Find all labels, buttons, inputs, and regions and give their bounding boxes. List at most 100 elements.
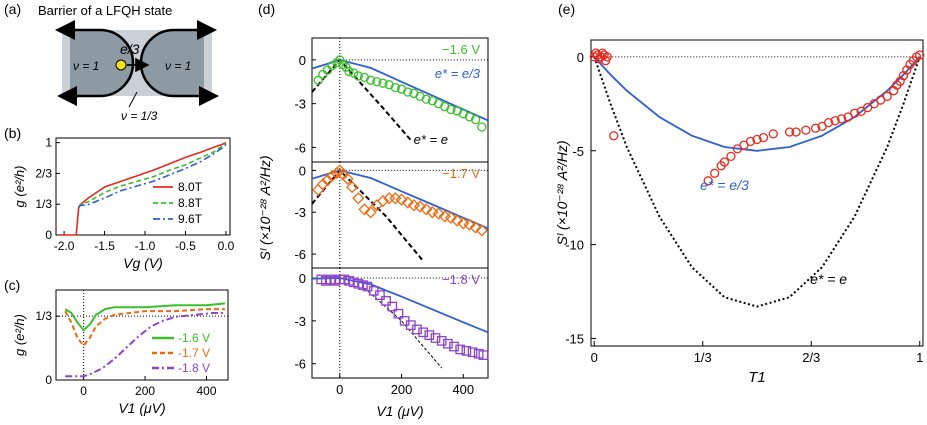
panel-label-b: (b) xyxy=(4,125,21,141)
y-tick-label: 0 xyxy=(45,373,52,387)
data-point xyxy=(752,134,762,145)
data-point xyxy=(882,91,892,101)
subplot-gate-label: −1.8 V xyxy=(442,272,480,287)
data-point xyxy=(395,193,408,206)
data-point xyxy=(378,78,388,88)
y-tick-label: 0 xyxy=(299,271,306,286)
x-tick-label: 400 xyxy=(452,382,474,397)
data-point xyxy=(387,301,398,312)
subplot-frame xyxy=(311,267,489,379)
data-point xyxy=(372,77,382,87)
data-point xyxy=(349,68,359,78)
data-point xyxy=(469,221,482,234)
x-tick-label: 200 xyxy=(391,382,413,397)
fit-line-e xyxy=(364,287,443,369)
legend-label: -1.6 V xyxy=(178,331,210,345)
subplot-gate-label: −1.7 V xyxy=(442,166,480,181)
y-tick-label: -6 xyxy=(294,247,306,262)
x-tick-label: 400 xyxy=(196,384,216,398)
nu-right-label: ν = 1 xyxy=(165,59,191,73)
legend-label: 9.6T xyxy=(178,212,203,226)
x-tick-label: -1.0 xyxy=(135,239,156,253)
x-tick-label: 200 xyxy=(135,384,155,398)
data-point xyxy=(768,129,778,139)
y-axis-label: g (e²/h) xyxy=(12,166,27,208)
y-tick-label: -3 xyxy=(294,205,306,220)
data-point xyxy=(332,58,342,68)
series-line-9.6T xyxy=(78,143,227,208)
x-tick-label: 0 xyxy=(336,382,343,397)
y-tick-label: 2/3 xyxy=(35,166,52,180)
data-point xyxy=(710,168,720,178)
y-tick-label: -3 xyxy=(294,97,306,112)
data-point xyxy=(403,87,413,97)
data-point xyxy=(327,61,337,71)
x-axis-label: Vg (V) xyxy=(123,255,163,271)
panel-label-d: (d) xyxy=(258,1,275,17)
data-point xyxy=(475,224,488,237)
y-tick-label: -6 xyxy=(294,140,306,155)
right-quantum-hall-region xyxy=(141,30,204,96)
data-point xyxy=(318,69,328,80)
panel-b-frame xyxy=(55,137,231,236)
x-tick-label: 2/3 xyxy=(802,350,820,365)
fit-line-e xyxy=(311,58,412,141)
x-tick-label: -1.5 xyxy=(94,239,115,253)
data-point xyxy=(344,66,354,77)
data-point xyxy=(424,330,435,340)
series-line--1.6 V xyxy=(64,302,226,332)
fit-label-e-third: e* = e/3 xyxy=(435,66,481,81)
panel-d-subplot: 0 -3 -6 −1.8 V xyxy=(294,267,489,379)
panel-label-e: (e) xyxy=(558,1,575,17)
data-point xyxy=(836,114,847,124)
data-point xyxy=(436,336,447,346)
data-point xyxy=(719,157,730,167)
data-point xyxy=(461,346,472,356)
data-point xyxy=(412,324,422,335)
quasiparticle-dot xyxy=(115,59,127,71)
data-point xyxy=(849,108,860,118)
y-tick-label: -6 xyxy=(294,357,306,372)
fit-label-e: e* = e xyxy=(810,271,847,287)
y-tick-label: 0 xyxy=(577,50,584,65)
x-tick-label: 1/3 xyxy=(694,350,712,365)
x-tick-label: 0 xyxy=(80,384,87,398)
data-point xyxy=(784,127,795,137)
data-point xyxy=(444,211,458,224)
data-point xyxy=(401,196,414,209)
panel-c-chart: 0 200 400 0 1/3 V1 (μV) g (e²/h) -1.6 V-1.7 V-1… xyxy=(12,289,229,416)
fit-curve-e-third xyxy=(593,56,921,152)
panel-e-chart: 0 1/3 2/3 1 0 -5 -10 -15 e* = e/3 e* = e T1 Sᴵ (×10… xyxy=(554,39,925,386)
data-point xyxy=(446,104,456,115)
panel-b-chart: -2.0 -1.5 -1.0 -0.5 0.0 0 1/3 2/3 1 Vg (V) g (e²/h… xyxy=(12,136,235,271)
fit-curve-e xyxy=(593,56,921,308)
data-point xyxy=(325,169,339,183)
data-point xyxy=(726,151,736,162)
fit-line-e xyxy=(311,168,424,262)
data-point xyxy=(316,178,329,191)
nu-center-label: ν = 1/3 xyxy=(121,109,158,123)
schematic-title: Barrier of a LFQH state xyxy=(38,3,172,18)
left-edge-channel xyxy=(62,28,135,98)
x-tick-label: -2.0 xyxy=(54,239,75,253)
data-point xyxy=(364,206,377,219)
panel-d-subplot: 0 -3 -6 −1.7 V xyxy=(294,161,489,269)
panel-a-schematic: Barrier of a LFQH state e/3 ν = 1 ν = 1 … xyxy=(38,3,219,123)
data-point xyxy=(312,183,325,197)
data-point xyxy=(346,180,359,194)
y-tick-label: 0 xyxy=(299,163,306,178)
panel-label-a: (a) xyxy=(4,1,21,17)
data-point xyxy=(393,308,404,319)
data-point xyxy=(758,132,769,143)
fit-label-e: e* = e xyxy=(414,132,448,147)
data-point xyxy=(830,116,840,126)
series-line-8.8T xyxy=(78,142,227,208)
y-tick-label: -3 xyxy=(294,314,306,329)
y-tick-label: 0 xyxy=(299,53,306,68)
y-axis-label: Sᴵ (×10⁻²⁸ A²/Hz) xyxy=(554,140,570,245)
panel-e-frame xyxy=(590,39,924,347)
data-point xyxy=(418,327,429,338)
x-axis-label: V1 (μV) xyxy=(118,400,165,416)
y-tick-label: 1 xyxy=(45,136,52,150)
data-point xyxy=(366,75,376,85)
